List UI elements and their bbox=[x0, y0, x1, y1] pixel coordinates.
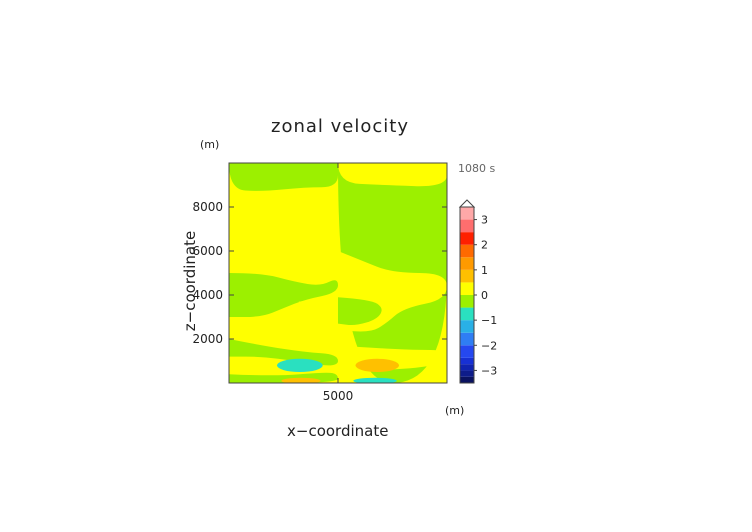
chart-title: zonal velocity bbox=[271, 116, 409, 137]
colorbar-swatch bbox=[460, 269, 474, 283]
colorbar-swatch bbox=[460, 257, 474, 270]
colorbar-tick-label: 1 bbox=[481, 264, 488, 277]
contour-band bbox=[338, 297, 382, 325]
contour-band bbox=[338, 163, 447, 187]
y-tick-label: 8000 bbox=[192, 200, 223, 214]
colorbar-swatch bbox=[460, 332, 474, 346]
x-tick-label: 5000 bbox=[323, 389, 354, 403]
colorbar-swatch bbox=[460, 357, 474, 365]
x-axis-label: x−coordinate bbox=[287, 422, 389, 440]
y-tick-label: 4000 bbox=[192, 288, 223, 302]
contour-blob bbox=[281, 377, 321, 383]
colorbar-tick-label: 2 bbox=[481, 239, 488, 252]
colorbar-swatch bbox=[460, 207, 474, 220]
y-tick-label: 6000 bbox=[192, 244, 223, 258]
colorbar-swatch bbox=[460, 244, 474, 258]
y-tick-label: 2000 bbox=[192, 332, 223, 346]
colorbar-swatch bbox=[460, 219, 474, 233]
colorbar-swatch bbox=[460, 232, 474, 245]
contour-band bbox=[229, 273, 338, 317]
colorbar-tick-label: −1 bbox=[481, 314, 497, 327]
contour-blob bbox=[353, 377, 397, 383]
colorbar-tick-label: −2 bbox=[481, 339, 497, 352]
time-label: 1080 s bbox=[458, 162, 496, 175]
colorbar-swatch bbox=[460, 376, 474, 383]
contour-band bbox=[298, 300, 338, 329]
colorbar-tick-label: 3 bbox=[481, 214, 488, 227]
colorbar-tick-label: 0 bbox=[481, 289, 488, 302]
contour-blob bbox=[355, 358, 400, 372]
colorbar-swatch bbox=[460, 282, 474, 295]
contour-band bbox=[229, 163, 338, 191]
colorbar-swatch bbox=[460, 307, 474, 321]
contour-band bbox=[229, 339, 338, 366]
axes: 2000 4000 6000 8000 5000 bbox=[192, 163, 447, 403]
x-axis-unit: (m) bbox=[445, 404, 465, 417]
colorbar-swatch bbox=[460, 295, 474, 308]
colorbar-swatch bbox=[460, 370, 474, 377]
colorbar-swatch bbox=[460, 364, 474, 371]
colorbar: −3 −2 −1 0 1 2 3 bbox=[458, 199, 497, 384]
contour-blob bbox=[276, 358, 323, 372]
colorbar-arrow bbox=[458, 199, 476, 208]
velocity-field bbox=[229, 163, 447, 383]
colorbar-tick-label: −3 bbox=[481, 364, 497, 377]
colorbar-swatch bbox=[460, 345, 474, 358]
z-axis-unit: (m) bbox=[200, 138, 220, 151]
colorbar-swatch bbox=[460, 320, 474, 333]
